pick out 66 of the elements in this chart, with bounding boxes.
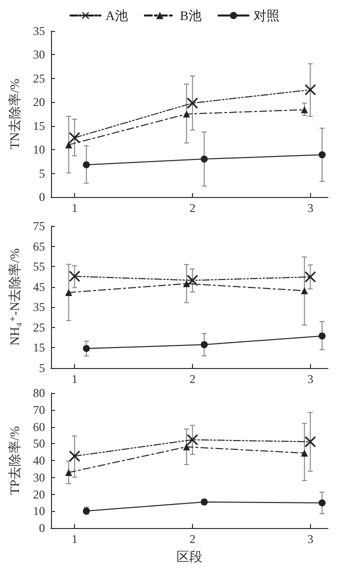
point [300,450,308,457]
point [183,280,190,288]
point [318,151,326,158]
y-tick-label: 0 [39,521,45,535]
y-tick-label: 0 [39,190,45,204]
y-tick-label: 45 [33,280,45,294]
y-tick-label: 70 [33,402,45,417]
y-tick-label: 50 [33,436,45,451]
x-tick-label: 2 [189,201,196,215]
y-tick-label: 30 [33,470,45,484]
y-axis-title: TN去除率/% [7,78,22,150]
x-tick-label: 3 [307,532,314,546]
legend-label: 对照 [254,8,280,23]
y-tick-label: 35 [33,24,45,38]
point [304,84,316,96]
point [318,332,326,340]
point [69,270,80,282]
x-axis-title: 区段 [176,549,202,564]
x-tick-label: 2 [189,372,196,386]
y-tick-label: 25 [33,320,45,334]
x-tick-label: 2 [189,532,196,546]
point [69,132,80,144]
legend-label: B池 [180,8,202,23]
x-tick-label: 1 [72,372,78,386]
point [304,436,316,448]
x-tick-label: 1 [72,201,78,215]
point [69,450,80,462]
point [300,287,308,294]
point [304,271,316,282]
point [65,468,72,476]
y-tick-label: 75 [33,219,45,233]
point [65,141,72,148]
point [65,289,72,296]
x-tick-label: 1 [72,532,78,546]
point [186,274,198,286]
y-tick-label: 80 [33,386,45,400]
y-tick-label: 20 [33,487,45,502]
point [186,434,198,446]
point [186,98,198,109]
y-tick-label: 15 [33,118,45,133]
point [82,345,90,352]
y-tick-label: 10 [33,142,45,157]
y-axis-title: TP去除率/% [7,426,22,495]
x-tick-label: 3 [307,372,314,386]
y-tick-label: 10 [33,504,45,518]
point [200,156,208,163]
point [318,499,326,506]
y-tick-label: 60 [33,420,45,434]
point [300,106,308,114]
y-tick-label: 30 [33,48,45,62]
y-tick-label: 5 [39,166,45,180]
y-tick-label: 40 [33,454,45,468]
y-tick-label: 5 [39,361,45,375]
point [82,161,90,168]
point [183,110,190,118]
y-tick-label: 35 [33,300,45,314]
x-tick-label: 3 [307,201,314,215]
y-tick-label: 20 [33,95,45,110]
y-tick-label: 55 [33,260,45,274]
y-tick-label: 65 [33,239,45,254]
y-tick-label: 25 [33,71,45,86]
point [183,443,190,450]
legend-label: A池 [105,8,128,23]
point [200,341,208,348]
y-axis-title: NH₄⁺-N去除率/% [7,248,22,346]
y-tick-label: 15 [33,340,45,355]
